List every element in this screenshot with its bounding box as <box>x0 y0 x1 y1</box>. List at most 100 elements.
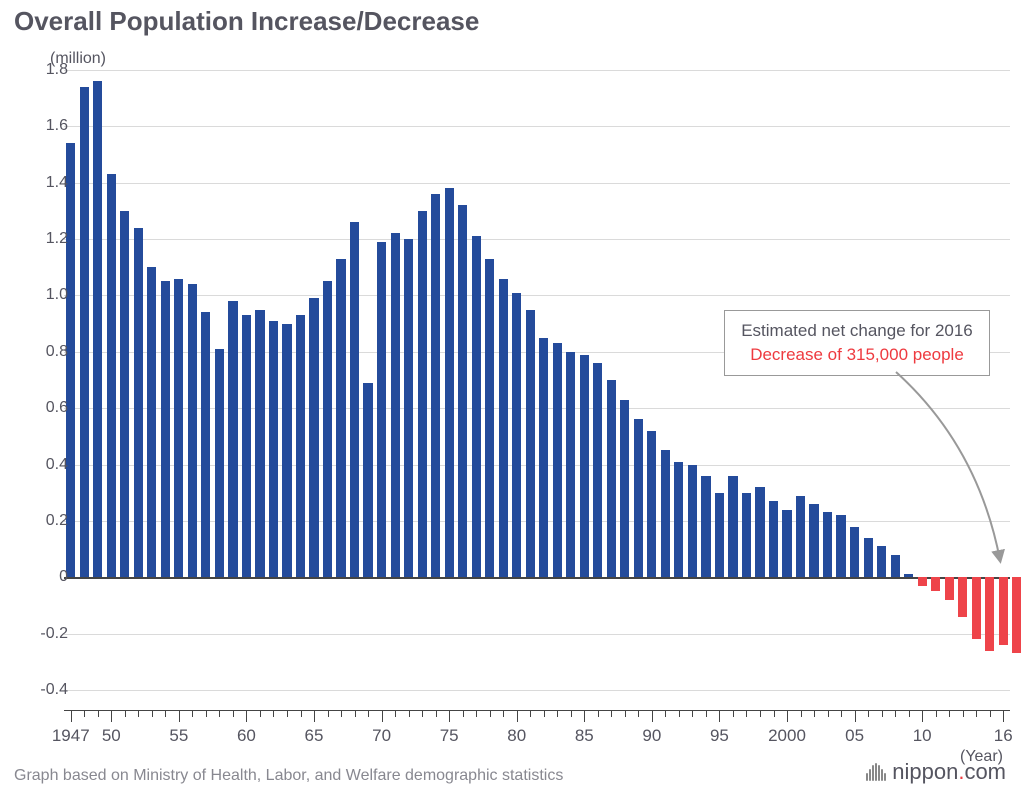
bar <box>593 363 602 577</box>
x-tick <box>936 710 937 717</box>
x-tick <box>179 710 180 722</box>
y-tick-label: 0 <box>18 568 68 586</box>
x-tick <box>774 710 775 717</box>
x-tick-label: 70 <box>372 726 391 746</box>
bar <box>418 211 427 577</box>
x-tick <box>828 710 829 717</box>
gridline <box>64 126 1010 127</box>
x-tick <box>382 710 383 722</box>
bar <box>336 259 345 577</box>
x-tick <box>517 710 518 722</box>
x-tick <box>760 710 761 717</box>
bar <box>120 211 129 577</box>
x-tick <box>855 710 856 722</box>
x-tick <box>638 710 639 717</box>
x-tick <box>949 710 950 717</box>
x-tick <box>530 710 531 717</box>
bar <box>931 577 940 591</box>
x-tick <box>490 710 491 717</box>
gridline <box>64 690 1010 691</box>
annotation-box: Estimated net change for 2016 Decrease o… <box>724 310 990 376</box>
x-tick <box>598 710 599 717</box>
gridline <box>64 183 1010 184</box>
bar <box>107 174 116 577</box>
x-tick <box>409 710 410 717</box>
x-tick-label: 1947 <box>52 726 90 746</box>
bar <box>620 400 629 578</box>
x-tick <box>341 710 342 717</box>
x-tick <box>922 710 923 722</box>
bar <box>445 188 454 577</box>
bar <box>391 233 400 577</box>
y-tick-label: 0.8 <box>18 343 68 361</box>
bar <box>728 476 737 577</box>
bar <box>215 349 224 577</box>
bar <box>647 431 656 578</box>
brand-icon <box>866 763 886 781</box>
bar <box>201 312 210 577</box>
x-tick <box>895 710 896 717</box>
x-tick <box>71 710 72 722</box>
x-tick <box>571 710 572 717</box>
bar <box>715 493 724 578</box>
x-tick <box>301 710 302 717</box>
x-tick <box>206 710 207 717</box>
y-tick-label: 1.8 <box>18 61 68 79</box>
x-tick-label: 85 <box>575 726 594 746</box>
x-tick <box>165 710 166 717</box>
x-tick <box>1003 710 1004 722</box>
x-tick <box>679 710 680 717</box>
x-tick-label: 80 <box>507 726 526 746</box>
bar <box>404 239 413 577</box>
bar <box>742 493 751 578</box>
x-tick <box>787 710 788 722</box>
bar <box>985 577 994 650</box>
bar <box>769 501 778 577</box>
bar <box>850 527 859 578</box>
x-tick <box>611 710 612 717</box>
bar <box>661 450 670 577</box>
chart-area <box>64 70 1010 690</box>
x-tick <box>395 710 396 717</box>
gridline <box>64 70 1010 71</box>
x-tick <box>138 710 139 717</box>
x-tick <box>125 710 126 717</box>
y-tick-label: 1.0 <box>18 286 68 304</box>
x-tick-label: 2000 <box>768 726 806 746</box>
bar <box>918 577 927 585</box>
y-tick-label: 1.4 <box>18 174 68 192</box>
x-tick <box>192 710 193 717</box>
bar <box>458 205 467 577</box>
x-tick <box>557 710 558 717</box>
bar <box>255 310 264 578</box>
x-tick-label: 60 <box>237 726 256 746</box>
x-tick <box>314 710 315 722</box>
bar <box>174 279 183 578</box>
x-tick <box>246 710 247 722</box>
x-tick <box>990 710 991 717</box>
x-tick <box>652 710 653 722</box>
bar <box>891 555 900 578</box>
x-tick <box>801 710 802 717</box>
annotation-line2: Decrease of 315,000 people <box>739 343 975 367</box>
bar <box>485 259 494 577</box>
y-tick-label: 0.2 <box>18 512 68 530</box>
x-tick <box>449 710 450 722</box>
x-tick <box>355 710 356 717</box>
x-tick <box>111 710 112 722</box>
bar <box>296 315 305 577</box>
bar <box>674 462 683 578</box>
bar <box>377 242 386 577</box>
x-tick <box>219 710 220 717</box>
bar <box>809 504 818 577</box>
plot-region <box>64 70 1010 690</box>
bar <box>904 574 913 577</box>
bar <box>755 487 764 577</box>
bar <box>93 81 102 577</box>
zero-axis-line <box>64 577 1010 579</box>
x-tick <box>287 710 288 717</box>
y-tick-label: -0.4 <box>18 681 68 699</box>
bar <box>607 380 616 577</box>
bar <box>512 293 521 578</box>
y-tick-label: -0.2 <box>18 625 68 643</box>
